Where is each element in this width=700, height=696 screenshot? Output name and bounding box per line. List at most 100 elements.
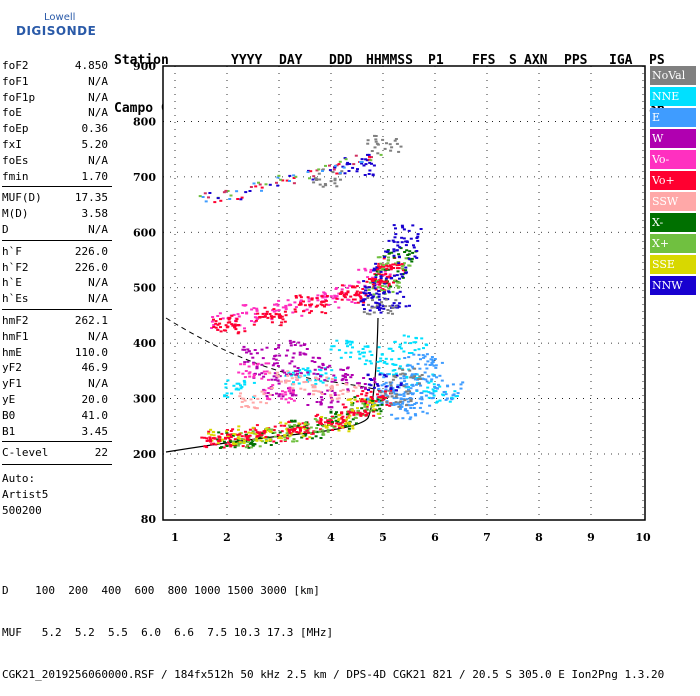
echo-point — [378, 373, 382, 376]
echo-point — [288, 420, 291, 423]
echo-point — [363, 404, 367, 407]
echo-point — [314, 389, 318, 392]
echo-point — [314, 382, 318, 385]
echo-point — [325, 426, 329, 429]
echo-point — [396, 270, 400, 273]
echo-point — [228, 439, 232, 441]
echo-point — [294, 295, 298, 297]
echo-point — [305, 369, 309, 372]
echo-point — [225, 430, 228, 433]
echo-point — [292, 427, 296, 430]
echo-point — [418, 397, 422, 400]
echo-point — [424, 363, 428, 366]
echo-point — [293, 419, 297, 422]
echo-point — [412, 341, 416, 344]
echo-point — [287, 401, 290, 404]
echo-point — [364, 411, 368, 414]
echo-point — [247, 406, 251, 409]
echo-point — [311, 178, 315, 181]
echo-point — [347, 410, 351, 413]
header-row1-cell: IGA — [609, 53, 633, 68]
echo-point — [303, 421, 307, 424]
echo-point — [263, 389, 267, 392]
echo-point — [358, 353, 362, 356]
param-value: 41.0 — [81, 408, 109, 422]
echo-point — [247, 446, 251, 449]
param-name: hmF2 — [2, 314, 29, 327]
echo-point — [349, 351, 353, 354]
echo-point — [265, 440, 268, 442]
echo-point — [398, 346, 402, 348]
echo-point — [273, 362, 276, 365]
echo-point — [399, 377, 403, 380]
echo-point — [236, 439, 240, 442]
param-name: foF1p — [2, 90, 36, 104]
autoscale-line: Auto: — [2, 472, 36, 486]
echo-point — [385, 275, 389, 278]
echo-point — [287, 380, 291, 382]
echo-point — [222, 329, 226, 332]
echo-point — [352, 163, 356, 166]
echo-point — [393, 236, 397, 239]
param-value: 5.20 — [81, 138, 109, 151]
x-tick-label: 8 — [535, 531, 543, 544]
echo-point — [327, 406, 331, 409]
echo-point — [288, 362, 292, 365]
echo-point — [413, 403, 417, 405]
param-name: MUF(D) — [2, 191, 42, 205]
echo-point — [312, 393, 316, 396]
echo-point — [248, 190, 252, 192]
digisonde-logo: Lowell DIGISONDE — [4, 8, 102, 52]
echo-point — [382, 265, 386, 268]
echo-point — [337, 349, 341, 352]
echo-point — [264, 362, 268, 365]
echo-point — [260, 363, 264, 366]
echo-point — [416, 239, 420, 242]
echo-point — [217, 436, 221, 438]
echo-point — [285, 373, 289, 376]
echo-point — [324, 293, 327, 296]
echo-point — [366, 297, 370, 299]
echo-point — [347, 425, 351, 428]
echo-point — [327, 423, 331, 426]
header-row1-cell: DAY — [279, 53, 303, 68]
echo-point — [288, 174, 292, 177]
echo-point — [209, 440, 213, 443]
echo-point — [399, 382, 403, 385]
echo-point — [340, 292, 344, 295]
echo-point — [290, 432, 294, 435]
echo-point — [305, 348, 309, 350]
echo-point — [288, 339, 292, 342]
x-tick-label: 6 — [431, 531, 439, 544]
echo-point — [370, 296, 374, 299]
echo-point — [394, 233, 398, 236]
echo-point — [377, 289, 381, 292]
echo-point — [394, 372, 398, 375]
echo-point — [368, 278, 371, 280]
echo-point — [269, 444, 273, 446]
echo-point — [366, 295, 370, 297]
echo-point — [245, 438, 249, 441]
echo-point — [398, 302, 402, 305]
echo-point — [369, 278, 373, 281]
echo-point — [202, 436, 206, 439]
echo-point — [227, 317, 231, 320]
echo-point — [284, 393, 288, 396]
echo-point — [379, 270, 383, 273]
echo-point — [243, 381, 247, 384]
echo-point — [258, 373, 261, 376]
echo-point — [374, 138, 378, 141]
echo-point — [383, 392, 387, 395]
echo-point — [381, 288, 385, 291]
echo-point — [400, 275, 404, 278]
echo-point — [271, 364, 275, 367]
echo-point — [369, 362, 373, 365]
echo-point — [408, 304, 411, 307]
param-name: yE — [2, 393, 16, 406]
echo-point — [238, 442, 242, 445]
echo-point — [212, 442, 216, 445]
echo-point — [378, 282, 382, 285]
echo-point — [319, 401, 323, 404]
echo-point — [214, 326, 218, 329]
echo-point — [205, 446, 209, 449]
